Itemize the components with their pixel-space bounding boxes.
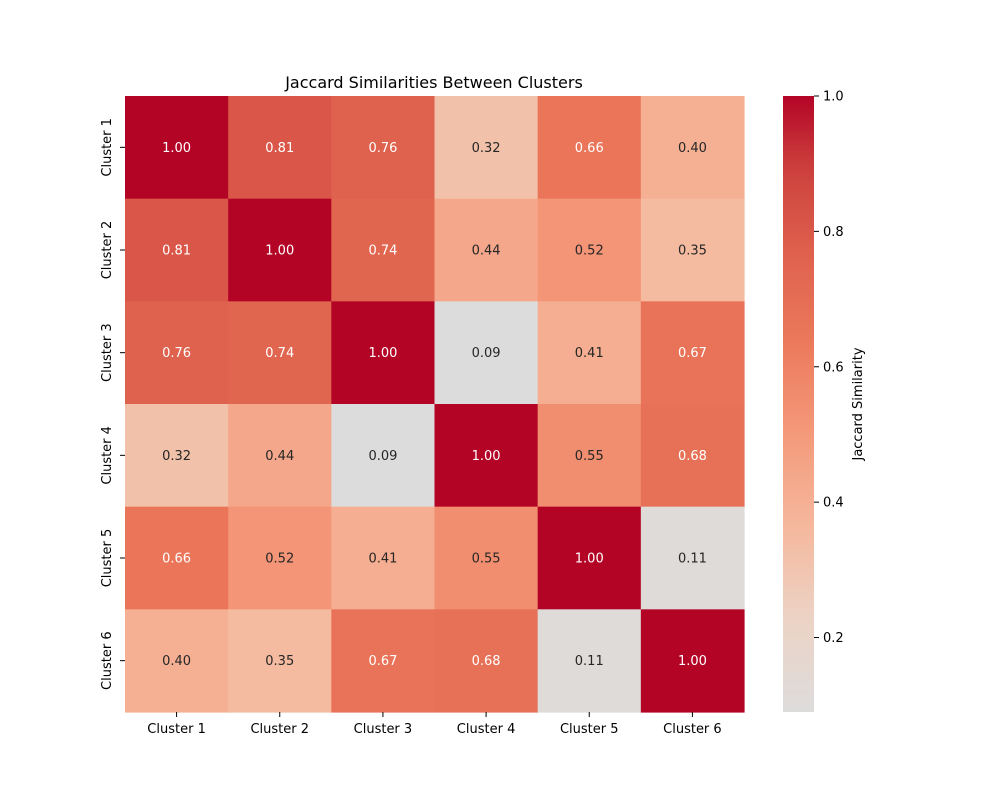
heatmap-cell bbox=[434, 301, 539, 405]
y-tick-label: Cluster 3 bbox=[100, 323, 115, 382]
cell-value-label: 1.00 bbox=[575, 552, 604, 567]
y-tick-label: Cluster 4 bbox=[100, 426, 115, 485]
colorbar: 0.2 0.4 0.6 0.8 1.0 bbox=[783, 90, 844, 712]
y-tick-label: Cluster 1 bbox=[100, 118, 115, 177]
chart-title: Jaccard Similarities Between Clusters bbox=[284, 73, 583, 92]
x-tick-label: Cluster 2 bbox=[250, 722, 309, 737]
heatmap-cell bbox=[228, 301, 332, 405]
heatmap-cell bbox=[640, 609, 745, 713]
colorbar-label: Jaccard Similarity bbox=[851, 347, 866, 461]
cell-value-label: 0.09 bbox=[368, 449, 397, 464]
cell-value-label: 0.32 bbox=[472, 141, 501, 156]
colorbar-tick-label: 1.0 bbox=[823, 90, 844, 105]
cell-value-label: 0.68 bbox=[472, 654, 501, 669]
cell-value-label: 0.55 bbox=[472, 552, 501, 567]
cell-value-label: 0.41 bbox=[575, 346, 604, 361]
cell-value-label: 0.74 bbox=[265, 346, 294, 361]
heatmap-cell bbox=[434, 198, 539, 302]
cell-value-label: 0.66 bbox=[162, 552, 191, 567]
x-tick-label: Cluster 5 bbox=[560, 722, 619, 737]
heatmap-cell bbox=[331, 96, 436, 200]
heatmap-cell bbox=[331, 404, 436, 508]
heatmap-cell bbox=[228, 609, 332, 713]
cell-value-label: 1.00 bbox=[678, 654, 707, 669]
heatmap-cell bbox=[537, 198, 642, 302]
heatmap-cell bbox=[331, 506, 436, 610]
cell-value-label: 0.40 bbox=[678, 141, 707, 156]
cell-value-label: 0.81 bbox=[265, 141, 294, 156]
x-tick-label: Cluster 4 bbox=[457, 722, 516, 737]
cell-value-label: 1.00 bbox=[472, 449, 501, 464]
cell-value-label: 0.41 bbox=[368, 552, 397, 567]
cell-value-label: 0.44 bbox=[472, 244, 501, 259]
y-tick-label: Cluster 6 bbox=[100, 631, 115, 690]
heatmap-cell bbox=[125, 404, 229, 508]
heatmap-cell bbox=[640, 506, 745, 610]
heatmap-cell bbox=[228, 96, 332, 200]
heatmap-cell bbox=[640, 301, 745, 405]
colorbar-tick-label: 0.4 bbox=[823, 496, 844, 511]
heatmap-cell bbox=[434, 404, 539, 508]
cell-value-label: 0.76 bbox=[162, 346, 191, 361]
cell-value-label: 0.67 bbox=[368, 654, 397, 669]
heatmap-cell bbox=[537, 404, 642, 508]
heatmap-cell bbox=[331, 609, 436, 713]
heatmap-cell bbox=[640, 404, 745, 508]
cell-value-label: 0.32 bbox=[162, 449, 191, 464]
cell-value-label: 0.81 bbox=[162, 244, 191, 259]
x-tick-label: Cluster 1 bbox=[147, 722, 206, 737]
y-tick-label: Cluster 5 bbox=[100, 529, 115, 588]
heatmap-cell bbox=[640, 198, 745, 302]
cell-value-label: 0.66 bbox=[575, 141, 604, 156]
cell-value-label: 0.35 bbox=[265, 654, 294, 669]
colorbar-gradient bbox=[783, 96, 814, 712]
heatmap-cell bbox=[537, 609, 642, 713]
y-tick-label: Cluster 2 bbox=[100, 221, 115, 280]
heatmap-cell bbox=[125, 609, 229, 713]
x-tick-label: Cluster 6 bbox=[663, 722, 722, 737]
heatmap-cell bbox=[331, 198, 436, 302]
x-tick-label: Cluster 3 bbox=[354, 722, 413, 737]
cell-value-label: 0.76 bbox=[368, 141, 397, 156]
heatmap-cell bbox=[125, 506, 229, 610]
heatmap-cell bbox=[537, 301, 642, 405]
heatmap-cell bbox=[228, 198, 332, 302]
heatmap-cell bbox=[434, 609, 539, 713]
cell-value-label: 0.52 bbox=[575, 244, 604, 259]
cell-value-label: 1.00 bbox=[162, 141, 191, 156]
cell-value-label: 1.00 bbox=[368, 346, 397, 361]
cell-value-label: 0.35 bbox=[678, 244, 707, 259]
heatmap-cell bbox=[228, 404, 332, 508]
x-axis: Cluster 1 Cluster 2 Cluster 3 Cluster 4 Clus… bbox=[147, 712, 722, 737]
heatmap-cell bbox=[537, 506, 642, 610]
cell-value-label: 0.11 bbox=[575, 654, 604, 669]
cell-value-label: 0.44 bbox=[265, 449, 294, 464]
heatmap-cell bbox=[640, 96, 745, 200]
cell-value-label: 0.74 bbox=[368, 244, 397, 259]
cell-value-label: 0.68 bbox=[678, 449, 707, 464]
heatmap-cell bbox=[125, 96, 229, 200]
y-axis: Cluster 1 Cluster 2 Cluster 3 Cluster 4 Clus… bbox=[100, 118, 125, 690]
colorbar-tick-label: 0.8 bbox=[823, 225, 844, 240]
heatmap-cell bbox=[537, 96, 642, 200]
heatmap-cell bbox=[434, 506, 539, 610]
cell-value-label: 0.40 bbox=[162, 654, 191, 669]
cell-value-label: 0.11 bbox=[678, 552, 707, 567]
heatmap-cell bbox=[228, 506, 332, 610]
cell-value-label: 0.67 bbox=[678, 346, 707, 361]
cell-value-label: 0.09 bbox=[472, 346, 501, 361]
heatmap-cell bbox=[125, 198, 229, 302]
heatmap-cells: 1.00 0.81 0.76 0.32 0.66 0.40 0.81 1.00 0.74 0.44… bbox=[125, 96, 745, 713]
cell-value-label: 1.00 bbox=[265, 244, 294, 259]
heatmap-cell bbox=[434, 96, 539, 200]
colorbar-tick-label: 0.6 bbox=[823, 360, 844, 375]
heatmap-cell bbox=[331, 301, 436, 405]
heatmap-cell bbox=[125, 301, 229, 405]
cell-value-label: 0.52 bbox=[265, 552, 294, 567]
colorbar-tick-label: 0.2 bbox=[823, 631, 844, 646]
cell-value-label: 0.55 bbox=[575, 449, 604, 464]
